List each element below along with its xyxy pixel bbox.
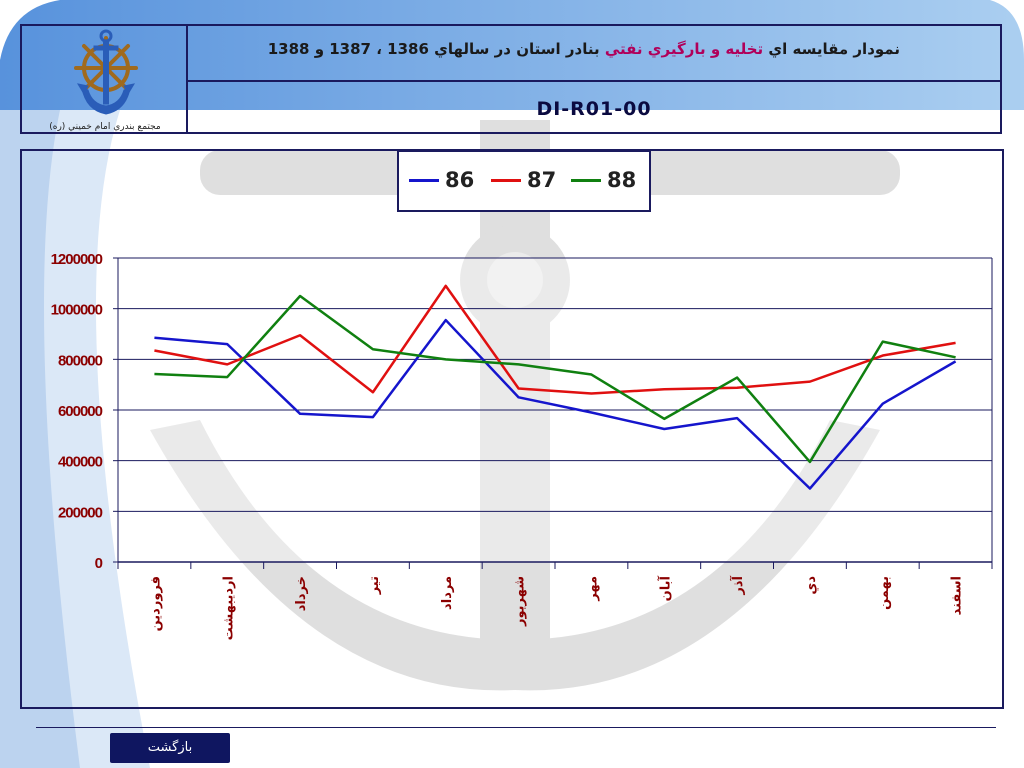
- logo-caption: مجتمع بندري امام خميني (ره): [49, 122, 161, 132]
- legend-label-87: 87: [527, 168, 557, 192]
- anchor-logo-icon: [74, 29, 138, 115]
- y-tick-label: 1000000: [51, 302, 103, 319]
- series-line-86: [154, 318, 957, 490]
- x-category-label: تير: [367, 576, 382, 595]
- footer-divider: [36, 727, 996, 728]
- x-category-label: شهريور: [513, 576, 528, 627]
- series-line-88: [154, 294, 956, 464]
- legend-line-86: [409, 179, 439, 182]
- x-category-label: خرداد: [294, 576, 309, 611]
- x-category-label: آذر: [729, 575, 746, 595]
- x-category-label: فروردين: [148, 576, 163, 631]
- legend: 86 87 88: [397, 150, 651, 212]
- title-row: نمودار مقايسه اي تخليه و بارگيري نفتي بن…: [188, 26, 1000, 82]
- x-category-label: اسفند: [950, 576, 965, 615]
- legend-label-86: 86: [445, 168, 475, 192]
- y-tick-label: 800000: [58, 352, 103, 369]
- y-tick-label: 200000: [58, 504, 103, 521]
- x-category-label: آبان: [656, 575, 673, 601]
- y-tick-label: 400000: [58, 454, 103, 471]
- x-category-label: مهر: [585, 576, 600, 602]
- title-part1: نمودار مقايسه اي: [763, 40, 900, 58]
- title-part3: بنادر استان در سالهاي 1386 ، 1387 و 1388: [267, 40, 605, 58]
- back-button[interactable]: بازگشت: [110, 733, 230, 763]
- y-tick-label: 600000: [58, 403, 103, 420]
- legend-line-87: [491, 179, 521, 182]
- x-category-label: ارديبهشت: [221, 576, 236, 640]
- page-title: نمودار مقايسه اي تخليه و بارگيري نفتي بن…: [268, 40, 900, 58]
- legend-line-88: [571, 179, 601, 182]
- y-tick-label: 1200000: [51, 251, 103, 268]
- document-code: DI-R01-00: [536, 98, 652, 120]
- x-category-label: بهمن: [877, 576, 892, 610]
- series-line-87: [154, 284, 956, 395]
- x-category-label: دي: [804, 576, 819, 595]
- y-tick-label: 0: [95, 555, 103, 572]
- x-category-label: مرداد: [440, 576, 455, 610]
- header-box: مجتمع بندري امام خميني (ره) نمودار مقايس…: [20, 24, 1002, 134]
- legend-label-88: 88: [607, 168, 637, 192]
- title-highlight: تخليه و بارگيري نفتي: [604, 40, 764, 58]
- logo-cell: مجتمع بندري امام خميني (ره): [22, 26, 188, 132]
